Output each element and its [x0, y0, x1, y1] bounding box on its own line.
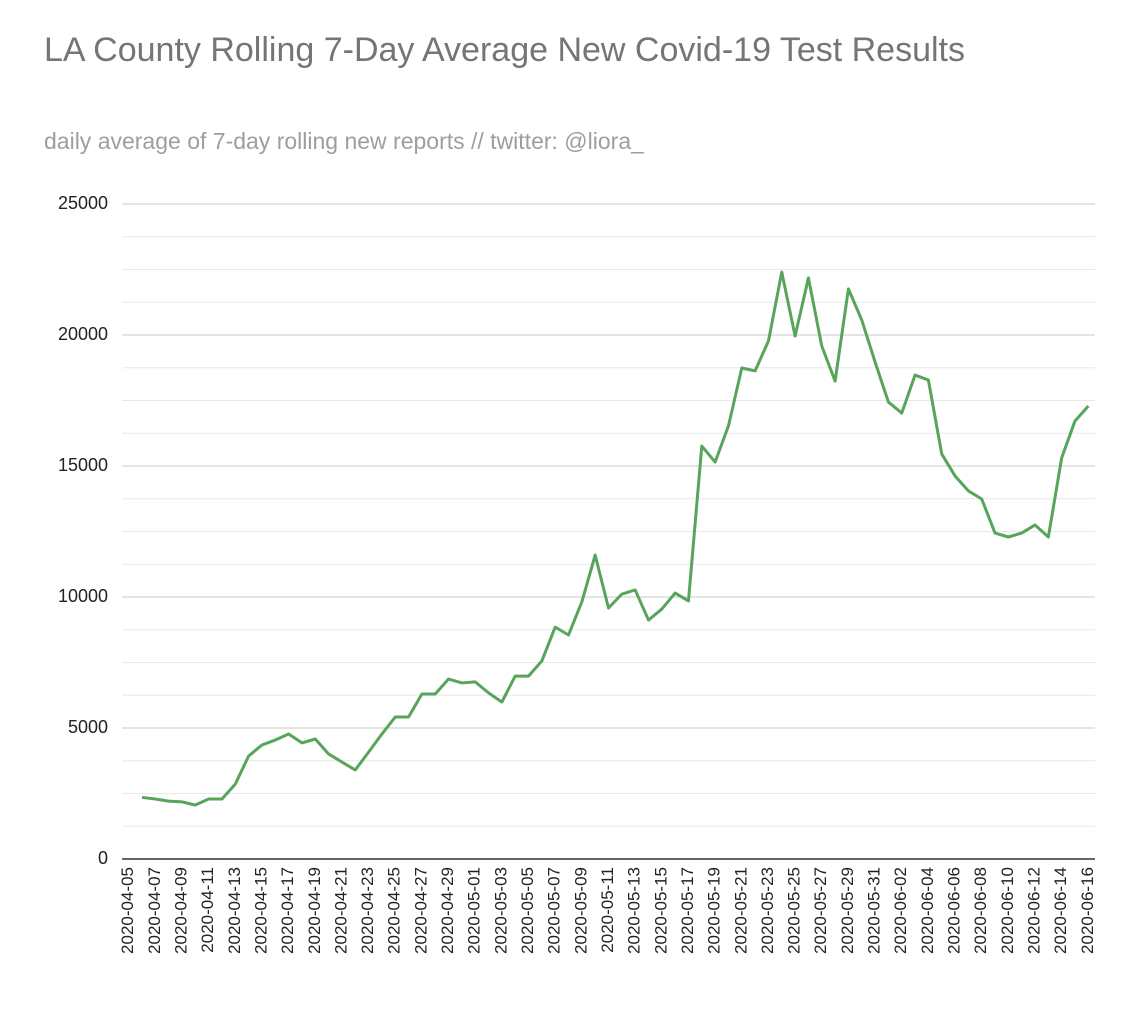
x-tick-label: 2020-06-06 — [945, 867, 964, 954]
x-tick-label: 2020-05-17 — [678, 867, 697, 954]
x-tick-label: 2020-04-05 — [118, 867, 137, 954]
x-tick-label: 2020-05-03 — [491, 867, 510, 954]
x-tick-label: 2020-05-01 — [465, 867, 484, 954]
x-tick-label: 2020-04-29 — [438, 867, 457, 954]
x-tick-label: 2020-04-27 — [411, 867, 430, 954]
x-tick-label: 2020-06-02 — [891, 867, 910, 954]
chart-subtitle: daily average of 7-day rolling new repor… — [44, 128, 644, 154]
x-tick-label: 2020-05-05 — [518, 867, 537, 954]
x-tick-label: 2020-05-09 — [571, 867, 590, 954]
x-tick-label: 2020-05-13 — [625, 867, 644, 954]
x-tick-label: 2020-05-11 — [598, 867, 617, 953]
chart-title: LA County Rolling 7-Day Average New Covi… — [44, 31, 965, 69]
x-tick-label: 2020-06-14 — [1051, 867, 1070, 954]
x-tick-label: 2020-06-16 — [1078, 867, 1097, 954]
y-tick-label: 15000 — [58, 455, 108, 475]
x-tick-label: 2020-06-12 — [1025, 867, 1044, 954]
x-tick-label: 2020-04-21 — [331, 867, 350, 954]
x-tick-label: 2020-04-13 — [225, 867, 244, 954]
x-tick-label: 2020-04-09 — [171, 867, 190, 954]
y-tick-label: 20000 — [58, 324, 108, 344]
y-tick-label: 10000 — [58, 586, 108, 606]
data-line — [141, 270, 1090, 807]
x-tick-label: 2020-05-19 — [705, 867, 724, 954]
x-tick-label: 2020-05-15 — [651, 867, 670, 954]
y-tick-label: 25000 — [58, 193, 108, 213]
x-tick-label: 2020-04-19 — [305, 867, 324, 954]
x-tick-label: 2020-05-27 — [811, 867, 830, 954]
x-tick-label: 2020-05-31 — [865, 867, 884, 954]
x-tick-label: 2020-04-11 — [198, 867, 217, 953]
x-tick-label: 2020-04-15 — [251, 867, 270, 954]
x-tick-label: 2020-05-07 — [545, 867, 564, 954]
x-tick-label: 2020-05-21 — [731, 867, 750, 954]
x-tick-label: 2020-06-08 — [971, 867, 990, 954]
x-tick-label: 2020-06-10 — [998, 867, 1017, 954]
x-tick-label: 2020-04-25 — [385, 867, 404, 954]
x-tick-label: 2020-05-25 — [785, 867, 804, 954]
y-tick-label: 5000 — [68, 717, 108, 737]
x-tick-label: 2020-05-23 — [758, 867, 777, 954]
x-tick-label: 2020-04-07 — [145, 867, 164, 954]
x-tick-label: 2020-04-23 — [358, 867, 377, 954]
x-tick-label: 2020-06-04 — [918, 867, 937, 954]
y-tick-label: 0 — [98, 848, 108, 868]
x-tick-label: 2020-05-29 — [838, 867, 857, 954]
x-tick-label: 2020-04-17 — [278, 867, 297, 954]
